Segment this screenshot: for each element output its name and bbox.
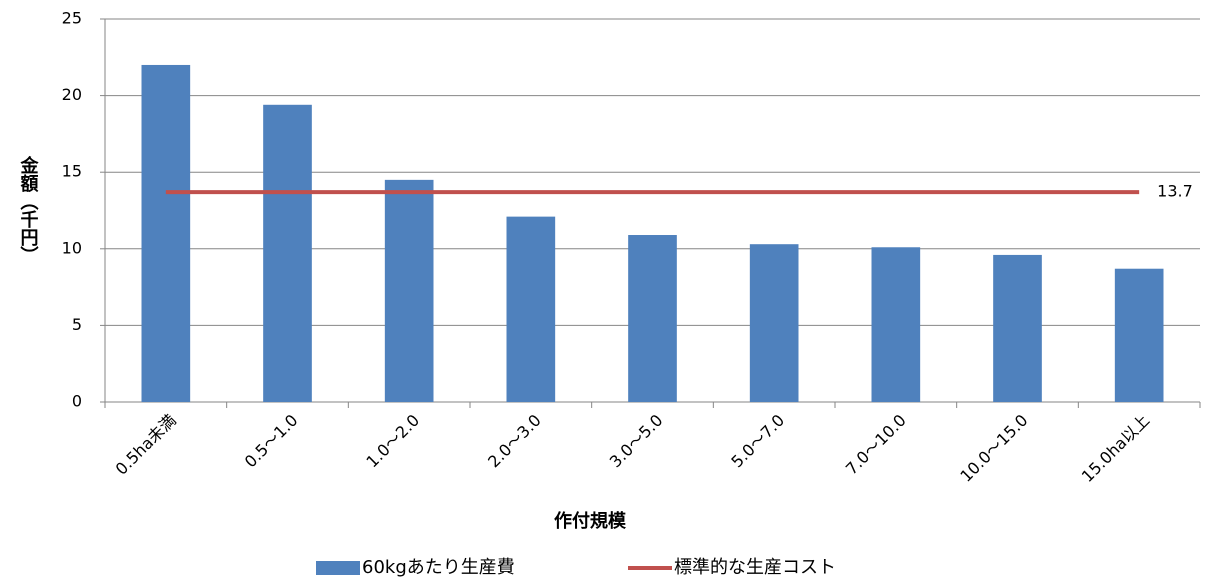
legend-swatch [316, 561, 360, 575]
legend-label: 標準的な生産コスト [674, 557, 836, 578]
bar [993, 254, 1042, 402]
x-tick-label: 5.0〜7.0 [727, 411, 788, 472]
legend-label: 60kgあたり生産費 [362, 557, 515, 578]
bar [749, 244, 799, 402]
y-tick-label: 15 [62, 162, 82, 181]
y-axis-label: 金額（千円） [18, 155, 40, 264]
x-tick-label: 3.0〜5.0 [606, 411, 667, 472]
bar [263, 104, 312, 403]
x-tick-label: 0.5〜1.0 [241, 411, 302, 472]
bar [141, 64, 191, 403]
bar [628, 235, 677, 402]
bar [384, 179, 434, 402]
reference-label: 13.7 [1157, 182, 1193, 201]
x-tick-label: 0.5ha未満 [112, 411, 180, 479]
y-tick-label: 5 [72, 315, 82, 334]
x-tick-label: 15.0ha以上 [1078, 411, 1153, 486]
x-tick-label: 7.0〜10.0 [842, 411, 910, 479]
y-tick-label: 20 [62, 85, 82, 104]
bar [871, 247, 921, 402]
y-tick-label: 25 [62, 9, 82, 28]
x-tick-label: 1.0〜2.0 [362, 411, 423, 472]
x-tick-label: 2.0〜3.0 [484, 411, 545, 472]
y-tick-label: 0 [72, 392, 82, 411]
x-axis-label: 作付規模 [554, 510, 627, 532]
y-tick-label: 10 [62, 238, 82, 257]
bar [506, 216, 556, 402]
x-tick-label: 10.0〜15.0 [956, 411, 1031, 486]
bar [1114, 268, 1164, 402]
